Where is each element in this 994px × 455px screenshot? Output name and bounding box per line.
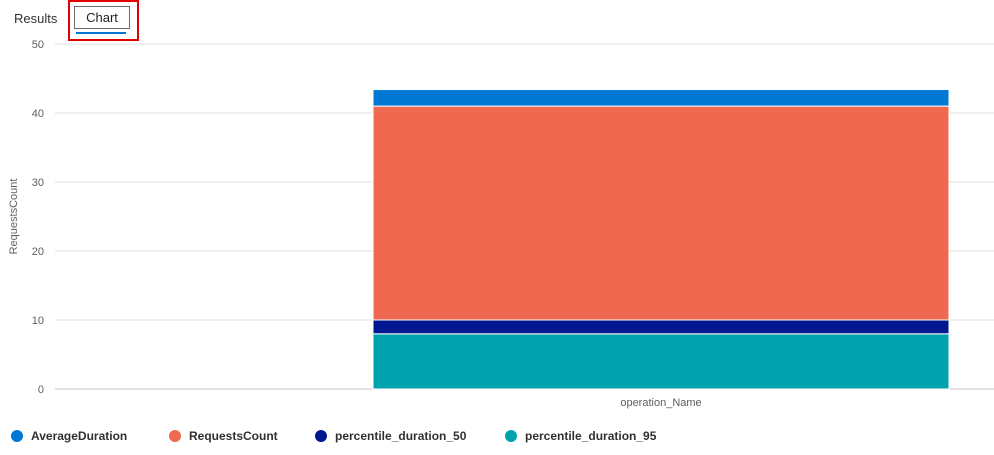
tab-chart[interactable]: Chart bbox=[74, 6, 130, 29]
bar-segment-percentile-duration-95 bbox=[372, 333, 950, 390]
y-tick-label: 0 bbox=[38, 384, 44, 396]
legend-label: percentile_duration_95 bbox=[525, 429, 657, 443]
bar-segment-requestscount bbox=[372, 105, 950, 321]
bar-segment-percentile-duration-50 bbox=[372, 319, 950, 335]
legend-label: AverageDuration bbox=[31, 429, 128, 443]
tab-bar: Results Chart bbox=[0, 0, 994, 41]
y-tick-label: 40 bbox=[32, 108, 44, 120]
legend-item-percentile-duration-50[interactable]: percentile_duration_50 bbox=[315, 426, 466, 446]
legend-label: percentile_duration_50 bbox=[335, 429, 467, 443]
tab-results[interactable]: Results bbox=[14, 11, 58, 26]
legend-item-requests-count[interactable]: RequestsCount bbox=[169, 426, 278, 446]
legend-dot-icon bbox=[315, 430, 327, 442]
chart-legend: AverageDuration RequestsCount percentile… bbox=[0, 426, 994, 446]
y-axis-label: RequestsCount bbox=[8, 179, 20, 255]
y-tick-label: 20 bbox=[32, 246, 44, 258]
stacked-bar-chart: 0 10 20 30 40 50 RequestsCount operation_Name bbox=[8, 39, 994, 409]
bar-segment-averageduration bbox=[372, 89, 950, 107]
legend-dot-icon bbox=[169, 430, 181, 442]
active-tab-underline bbox=[76, 32, 126, 34]
x-category-label: operation_Name bbox=[620, 397, 701, 409]
legend-dot-icon bbox=[505, 430, 517, 442]
y-tick-label: 10 bbox=[32, 315, 44, 327]
y-tick-label: 50 bbox=[32, 39, 44, 51]
legend-dot-icon bbox=[11, 430, 23, 442]
chart-tab-highlight-box bbox=[68, 0, 139, 41]
legend-label: RequestsCount bbox=[189, 429, 278, 443]
legend-item-percentile-duration-95[interactable]: percentile_duration_95 bbox=[505, 426, 656, 446]
y-tick-label: 30 bbox=[32, 177, 44, 189]
legend-item-average-duration[interactable]: AverageDuration bbox=[11, 426, 127, 446]
